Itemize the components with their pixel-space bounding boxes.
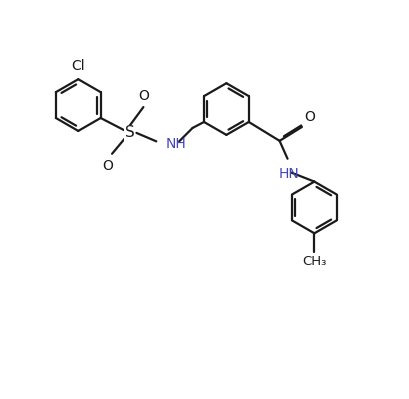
Text: O: O <box>137 89 148 103</box>
Text: CH₃: CH₃ <box>301 255 326 268</box>
Text: S: S <box>124 125 134 140</box>
Text: NH: NH <box>165 137 186 151</box>
Text: O: O <box>102 159 113 173</box>
Text: HN: HN <box>277 167 298 181</box>
Text: O: O <box>304 111 315 124</box>
Text: Cl: Cl <box>71 59 85 73</box>
